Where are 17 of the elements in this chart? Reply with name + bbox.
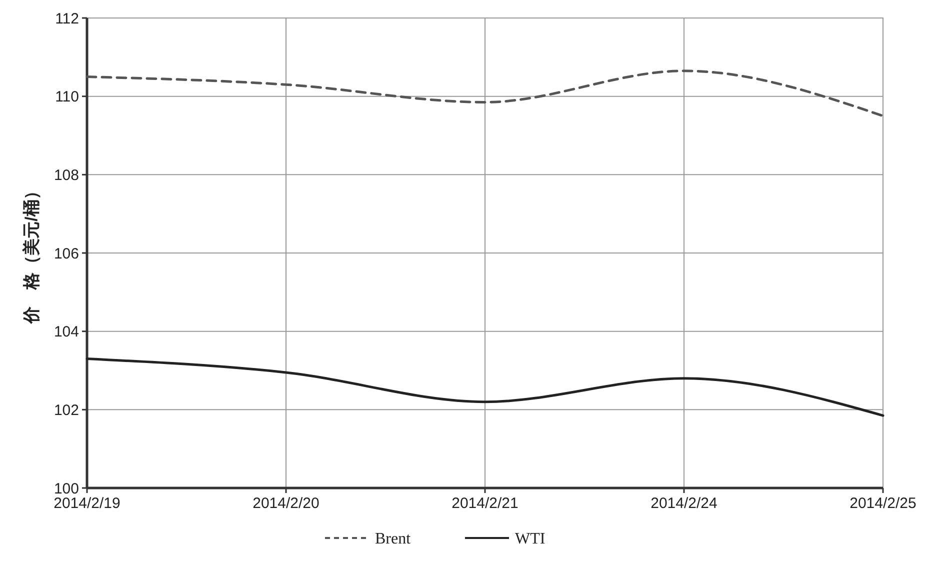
x-tick-label: 2014/2/19 [54,495,120,512]
x-tick-label: 2014/2/25 [850,495,916,512]
line-series [86,70,884,118]
y-tick-label: 106 [54,245,79,262]
y-tick-label: 102 [54,402,79,419]
y-tick-label: 104 [54,324,79,341]
x-tick-label: 2014/2/21 [452,495,518,512]
y-tick-label: 100 [54,480,79,498]
y-tick-label: 108 [54,166,79,184]
x-tick-label: 2014/2/24 [650,495,718,512]
y-tick-label: 110 [55,88,79,106]
y-tick-label: 112 [55,10,79,28]
legend-label: WTI [515,530,546,548]
line-series [86,358,884,417]
x-tick-label: 2014/2/20 [252,495,320,512]
legend-label: Brent [375,530,412,548]
y-axis-title: 价 格（美元/桶） [22,182,41,324]
